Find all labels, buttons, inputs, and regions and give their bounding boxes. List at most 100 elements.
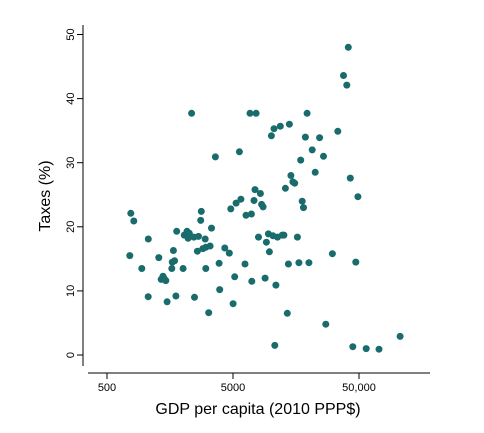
data-point bbox=[251, 186, 259, 194]
data-point bbox=[352, 258, 360, 266]
data-point bbox=[229, 300, 237, 308]
data-point bbox=[375, 345, 383, 353]
data-point bbox=[362, 345, 370, 353]
data-point bbox=[225, 249, 233, 257]
data-point bbox=[270, 125, 278, 133]
data-point bbox=[237, 195, 245, 203]
data-point bbox=[205, 309, 213, 317]
data-point bbox=[267, 132, 275, 140]
x-tick-label: 500 bbox=[98, 382, 116, 394]
data-point bbox=[247, 210, 255, 218]
x-tick-label: 5000 bbox=[221, 382, 245, 394]
data-point bbox=[250, 197, 258, 204]
data-point bbox=[248, 277, 256, 285]
data-points bbox=[126, 43, 404, 353]
data-point bbox=[197, 207, 205, 215]
data-point bbox=[193, 247, 201, 255]
data-point bbox=[297, 156, 305, 164]
data-point bbox=[316, 134, 324, 142]
data-point bbox=[334, 127, 342, 135]
data-point bbox=[311, 168, 319, 176]
data-point bbox=[185, 229, 193, 237]
x-tick-label: 50,000 bbox=[342, 382, 376, 394]
data-point bbox=[211, 153, 219, 161]
data-point bbox=[235, 148, 243, 156]
data-point bbox=[171, 257, 179, 265]
data-point bbox=[188, 109, 196, 117]
data-point bbox=[202, 265, 210, 272]
data-point bbox=[127, 209, 135, 217]
data-point bbox=[261, 274, 269, 282]
data-point bbox=[201, 235, 209, 243]
data-point bbox=[155, 254, 163, 262]
data-point bbox=[126, 252, 134, 260]
data-point bbox=[246, 109, 254, 117]
y-tick-label: 30 bbox=[65, 157, 77, 169]
data-point bbox=[298, 197, 306, 205]
data-point bbox=[130, 217, 138, 225]
axes bbox=[82, 25, 430, 374]
y-tick-label: 10 bbox=[65, 285, 77, 297]
x-axis-title: GDP per capita (2010 PPP$) bbox=[155, 401, 360, 418]
data-point bbox=[396, 332, 404, 340]
data-point bbox=[308, 146, 316, 154]
data-point bbox=[191, 293, 198, 301]
data-point bbox=[293, 233, 301, 241]
data-point bbox=[322, 320, 330, 328]
data-point bbox=[256, 190, 264, 197]
data-point bbox=[344, 43, 352, 51]
data-point bbox=[259, 203, 267, 211]
data-point bbox=[349, 343, 357, 351]
data-point bbox=[173, 227, 181, 235]
data-point bbox=[320, 152, 327, 160]
y-tick-label: 0 bbox=[65, 352, 77, 358]
data-point bbox=[354, 193, 362, 201]
data-point bbox=[179, 265, 187, 272]
data-point bbox=[346, 174, 354, 182]
data-point bbox=[262, 238, 270, 246]
data-point bbox=[241, 260, 249, 268]
data-point bbox=[252, 109, 260, 117]
data-point bbox=[163, 298, 171, 306]
data-point bbox=[271, 341, 279, 349]
data-point bbox=[340, 72, 347, 79]
data-point bbox=[276, 122, 284, 130]
data-point bbox=[227, 205, 235, 213]
y-axis-title: Taxes (%) bbox=[37, 160, 54, 231]
data-point bbox=[138, 265, 146, 272]
data-point bbox=[206, 242, 214, 250]
data-point bbox=[221, 244, 229, 252]
data-point bbox=[283, 309, 291, 317]
data-point bbox=[169, 247, 177, 254]
data-point bbox=[195, 232, 202, 240]
data-point bbox=[303, 109, 311, 117]
data-point bbox=[285, 120, 293, 128]
data-point bbox=[265, 248, 273, 256]
data-point bbox=[162, 277, 170, 285]
data-point bbox=[144, 293, 152, 301]
data-point bbox=[232, 199, 240, 207]
data-point bbox=[301, 133, 309, 141]
data-point bbox=[281, 184, 289, 192]
data-point bbox=[144, 235, 152, 243]
data-point bbox=[300, 204, 307, 212]
y-tick-label: 20 bbox=[65, 221, 77, 233]
data-point bbox=[272, 281, 280, 289]
data-point bbox=[208, 224, 215, 232]
y-tick-label: 50 bbox=[65, 28, 77, 40]
data-point bbox=[242, 211, 250, 219]
data-point bbox=[280, 231, 288, 239]
data-point bbox=[343, 81, 351, 89]
y-tick-label: 40 bbox=[65, 92, 77, 104]
data-point bbox=[216, 286, 224, 294]
data-point bbox=[172, 292, 180, 300]
data-point bbox=[215, 259, 223, 267]
data-point bbox=[197, 216, 205, 224]
data-point bbox=[291, 179, 299, 187]
data-point bbox=[231, 273, 239, 281]
data-point bbox=[168, 265, 176, 272]
data-point bbox=[284, 260, 292, 268]
data-point bbox=[328, 250, 336, 258]
data-point bbox=[305, 259, 313, 267]
